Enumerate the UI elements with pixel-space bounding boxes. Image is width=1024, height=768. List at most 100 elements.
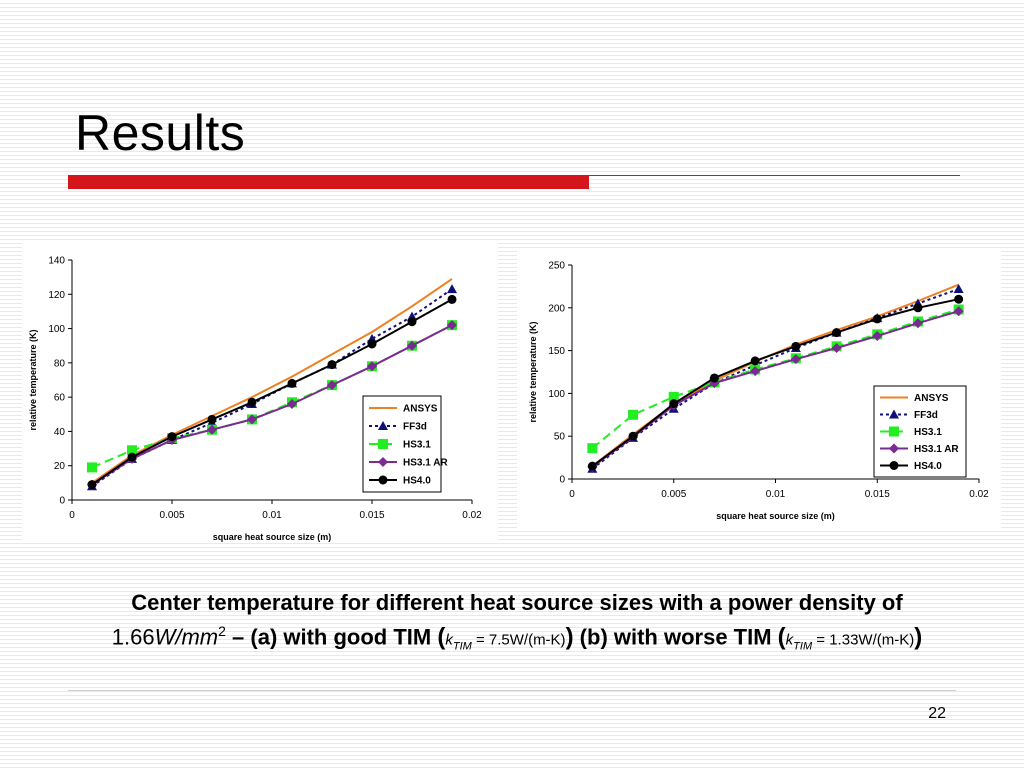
chart-b-legend-marker-hs3-1-ar [889,443,899,454]
chart-a-point-hs4-0 [167,432,177,442]
chart-b-legend-marker-hs4-0 [889,461,899,470]
chart-a-series-hs3-1-ar [87,320,457,490]
chart-b-point-hs3-1-ar [912,318,923,329]
chart-b-point-hs3-1-ar [790,354,801,365]
caption-close-paren-a: ) [565,623,574,651]
chart-a-legend-label-hs4-0: HS4.0 [403,476,431,487]
caption-part1: Center temperature for different heat so… [131,590,903,615]
chart-b-point-hs4-0 [709,373,719,383]
chart-b-y-tick-label: 50 [554,432,566,443]
chart-a-point-hs4-0 [447,294,457,304]
chart-b-series-hs4-0 [587,294,964,471]
chart-a-point-ff3d [447,284,457,294]
chart-a-line-hs4-0 [91,298,453,486]
chart-a-point-hs3-1 [87,462,97,473]
chart-b-y-tick-label: 0 [559,475,565,486]
title-bar-thin-segment [589,175,960,176]
chart-b-legend-label-hs4-0: HS4.0 [914,461,942,472]
chart-b-point-hs4-0 [954,294,964,304]
chart-b-legend: ANSYS FF3d HS3.1 HS3.1 AR HS4.0 [873,385,967,478]
chart-b-worse-tim: 0 50 100 150 200 250 0 0.005 0.01 0.015 0.02 square… [517,250,1001,528]
chart-a-legend-label-ff3d: FF3d [403,422,427,433]
chart-b-point-hs4-0 [791,341,801,351]
slide-title: Results [75,105,246,161]
caption-open-paren-a: ( [437,623,446,651]
chart-b-point-hs4-0 [832,328,842,338]
chart-b-point-hs4-0 [872,314,882,324]
caption-k-symbol-b: k [785,631,794,649]
caption-density-unit: W/mm [154,624,219,650]
chart-a-line-hs3-1-ar [91,324,453,486]
chart-a-y-tick-label: 140 [48,256,65,267]
chart-b-line-hs3-1 [591,308,959,449]
chart-a-legend-label-hs3-1: HS3.1 [403,440,431,451]
chart-a-y-tick-label: 120 [48,290,65,301]
chart-b-y-tick-label: 100 [548,389,565,400]
chart-a-point-hs3-1-ar [327,380,337,391]
chart-a-legend: ANSYS FF3d HS3.1 HS3.1 AR HS4.0 [362,395,448,493]
chart-b-x-tick-label: 0.005 [661,489,686,500]
chart-b-x-axis-title: square heat source size (m) [716,511,835,521]
caption-density-exp: 2 [218,623,226,639]
chart-a-x-tick-label: 0.015 [359,510,384,521]
chart-a-point-hs4-0 [327,360,337,370]
chart-b-point-hs3-1 [628,409,639,420]
chart-b-point-hs3-1-ar [953,306,964,317]
caption-k-symbol-a: k [445,631,453,649]
chart-a-y-tick-label: 20 [54,461,66,472]
chart-a-point-hs3-1 [127,445,137,456]
chart-b-x-tick-label: 0.01 [766,489,786,500]
chart-a-point-hs4-0 [87,480,97,490]
chart-b-svg: 0 50 100 150 200 250 0 0.005 0.01 0.015 0.02 square… [528,261,989,522]
chart-b-point-hs3-1-ar [831,343,842,354]
chart-b-y-axis-title: relative temperature (K) [528,321,538,422]
caption-part3: (b) with worse TIM [573,624,778,650]
caption-k-sub-b: TIM [793,640,813,653]
chart-b-x-tick-label: 0 [569,489,575,500]
chart-b-point-hs3-1-ar [750,366,761,377]
chart-b-legend-label-ansys: ANSYS [914,393,949,404]
caption-k-good: = 7.5W/(m-K) [471,631,566,649]
chart-b-point-hs3-1 [668,391,679,402]
chart-b-y-tick-label: 250 [548,261,565,272]
chart-a-x-tick-label: 0.005 [159,510,184,521]
chart-b-legend-marker-hs3-1 [889,426,899,437]
chart-a-x-tick-label: 0.02 [462,510,482,521]
chart-a-legend-marker-hs4-0 [378,475,388,485]
chart-a-point-hs3-1-ar [247,414,257,425]
chart-b-point-hs4-0 [628,431,638,441]
chart-a-y-tick-label: 80 [54,358,66,369]
chart-b-point-hs3-1-ar [872,331,883,342]
chart-a-legend-label-ansys: ANSYS [403,404,438,415]
chart-a-y-tick-label: 100 [48,324,65,335]
figure-caption: Center temperature for different heat so… [95,588,939,662]
chart-a-point-hs4-0 [207,414,217,424]
caption-k-sub-a: TIM [452,640,472,653]
chart-a-legend-marker-ff3d [378,421,388,430]
chart-b-line-hs4-0 [591,298,959,468]
chart-b-legend-marker-ff3d [889,409,899,419]
caption-k-worse: = 1.33W/(m-K) [812,631,915,649]
chart-a-point-hs4-0 [127,452,137,462]
chart-a-point-hs3-1-ar [447,320,457,331]
chart-a-svg: 0 20 40 60 80 100 120 140 0 0.005 0.01 0.015 0.02 squ… [28,256,482,543]
chart-b-legend-label-ff3d: FF3d [914,410,938,421]
chart-a-point-hs4-0 [367,339,377,349]
chart-a-legend-marker-hs3-1-ar [378,457,388,467]
chart-a-x-tick-label: 0.01 [262,510,282,521]
chart-b-y-tick-label: 200 [548,303,565,314]
chart-b-x-tick-label: 0.015 [865,489,890,500]
chart-b-y-tick-label: 150 [548,346,565,357]
chart-b-point-hs4-0 [750,356,760,366]
title-bar-red-segment [68,175,589,189]
page-number: 22 [928,705,946,722]
chart-a-y-axis-title: relative temperature (K) [28,329,38,430]
caption-density-value: 1.66 [111,624,155,650]
chart-b-point-hs4-0 [669,399,679,409]
chart-a-y-tick-label: 0 [59,496,65,507]
chart-a-point-hs4-0 [247,397,257,407]
chart-b-legend-label-hs3-1: HS3.1 [914,427,942,438]
chart-a-series-hs4-0 [87,294,457,490]
chart-b-line-hs3-1-ar [591,310,959,468]
chart-a-x-axis-title: square heat source size (m) [213,532,332,542]
